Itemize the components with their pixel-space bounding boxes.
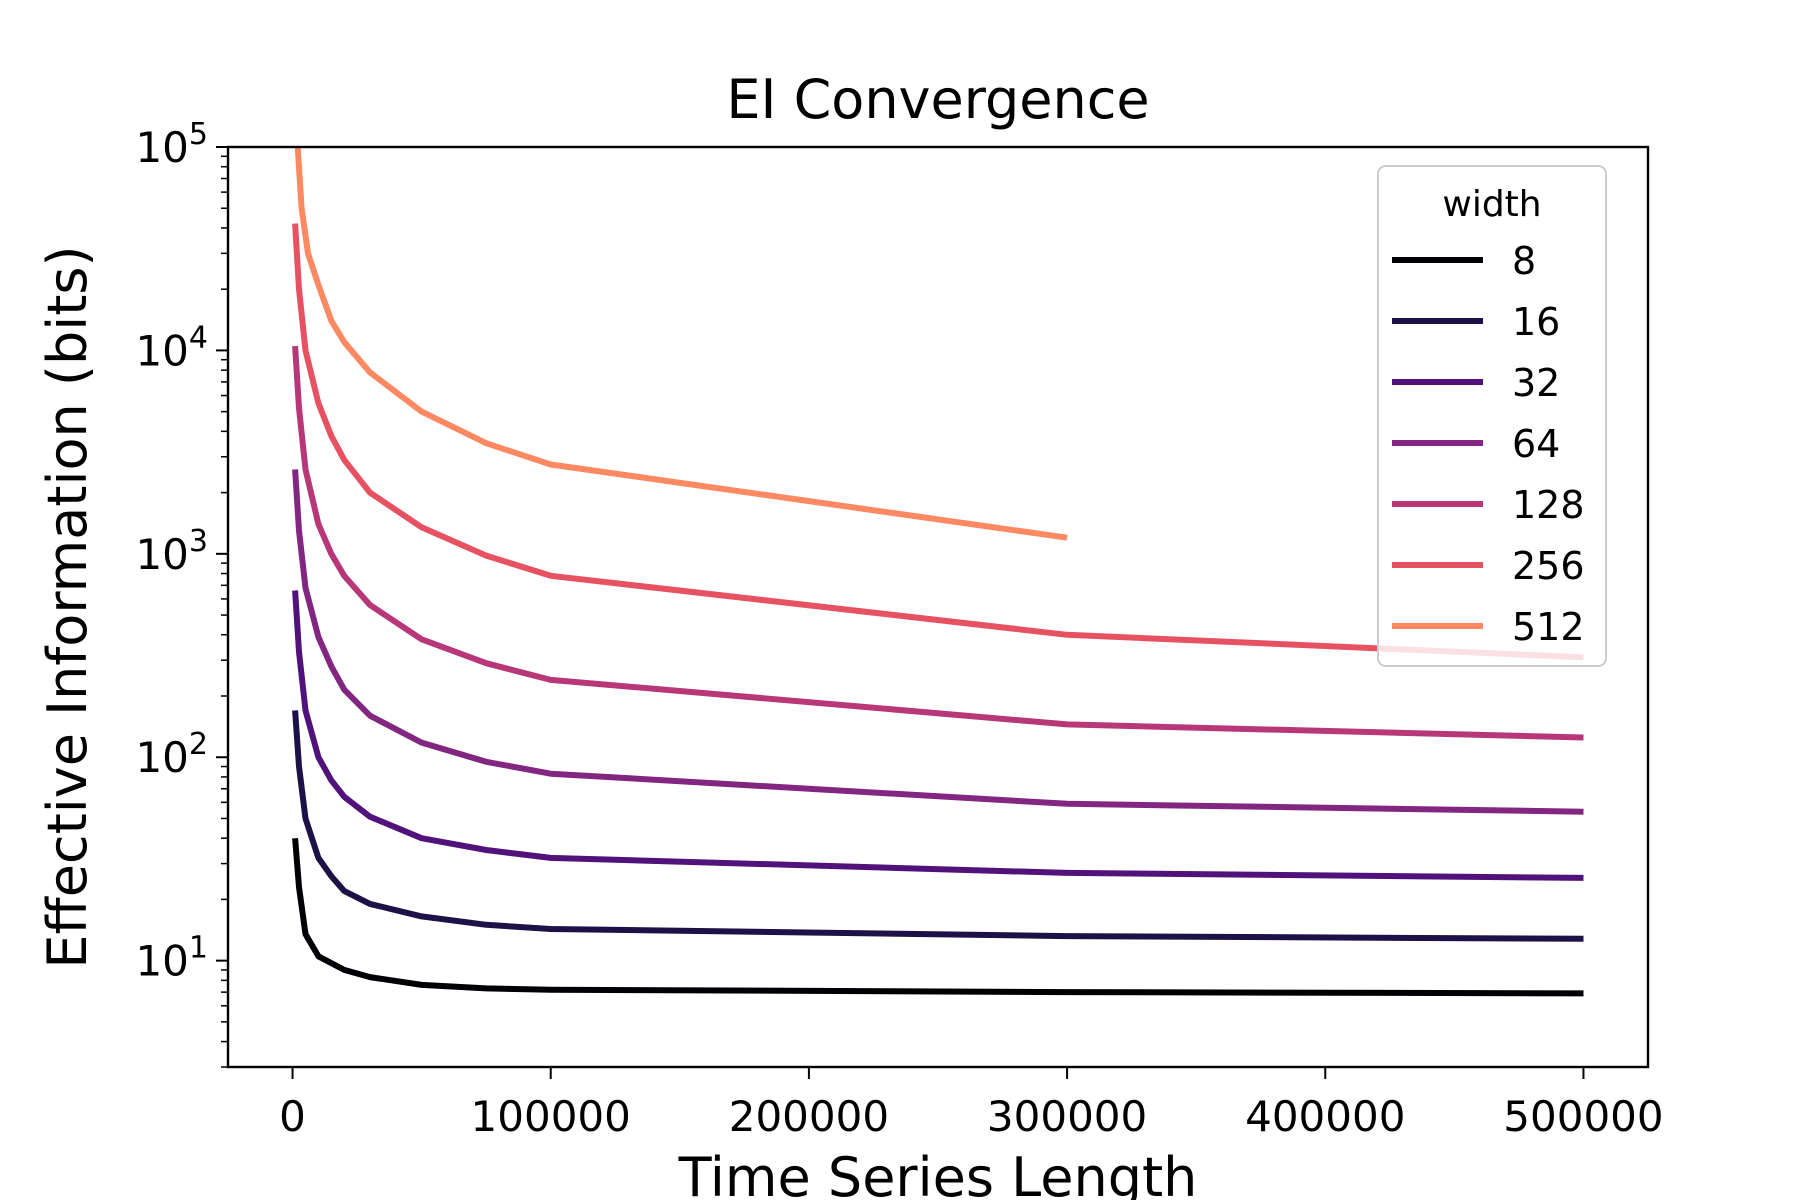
series-line-128 xyxy=(292,345,1584,741)
plot-frame xyxy=(226,145,1650,1069)
x-tick-label: 200000 xyxy=(729,1092,889,1141)
series-line-16 xyxy=(292,710,1584,942)
y-tick-label: 102 xyxy=(135,727,208,782)
legend-label-128: 128 xyxy=(1512,483,1585,527)
series-line-64 xyxy=(292,469,1584,815)
series-line-512 xyxy=(294,147,1068,541)
legend-box xyxy=(1377,165,1607,667)
x-tick-label: 0 xyxy=(279,1092,306,1141)
chart-title: EI Convergence xyxy=(726,68,1149,131)
x-tick-label: 100000 xyxy=(471,1092,631,1141)
legend-label-16: 16 xyxy=(1512,300,1560,344)
legend-label-64: 64 xyxy=(1512,422,1560,466)
legend-title: width xyxy=(1442,184,1541,225)
axes-layer: 0 100000 200000 300000 400000 500000 101 102 103… xyxy=(135,117,1663,1141)
x-tick-label: 400000 xyxy=(1245,1092,1405,1141)
legend-label-32: 32 xyxy=(1512,361,1560,405)
y-tick-label: 101 xyxy=(135,931,208,986)
y-axis-label: Effective Information (bits) xyxy=(36,245,99,968)
series-line-32 xyxy=(292,590,1584,881)
series-line-8 xyxy=(292,837,1584,997)
y-tick-label: 103 xyxy=(135,524,208,579)
legend-label-8: 8 xyxy=(1512,239,1536,283)
x-tick-label: 500000 xyxy=(1503,1092,1663,1141)
series-line-256 xyxy=(292,223,1584,661)
legend-label-256: 256 xyxy=(1512,544,1585,588)
y-tick-label: 104 xyxy=(135,320,208,375)
legend-label-512: 512 xyxy=(1512,605,1585,649)
series-layer xyxy=(292,147,1584,997)
y-tick-label: 105 xyxy=(135,117,208,172)
x-tick-label: 300000 xyxy=(987,1092,1147,1141)
legend: width 8 16 32 64 128 256 512 xyxy=(1377,165,1607,667)
x-axis-label: Time Series Length xyxy=(678,1146,1198,1200)
